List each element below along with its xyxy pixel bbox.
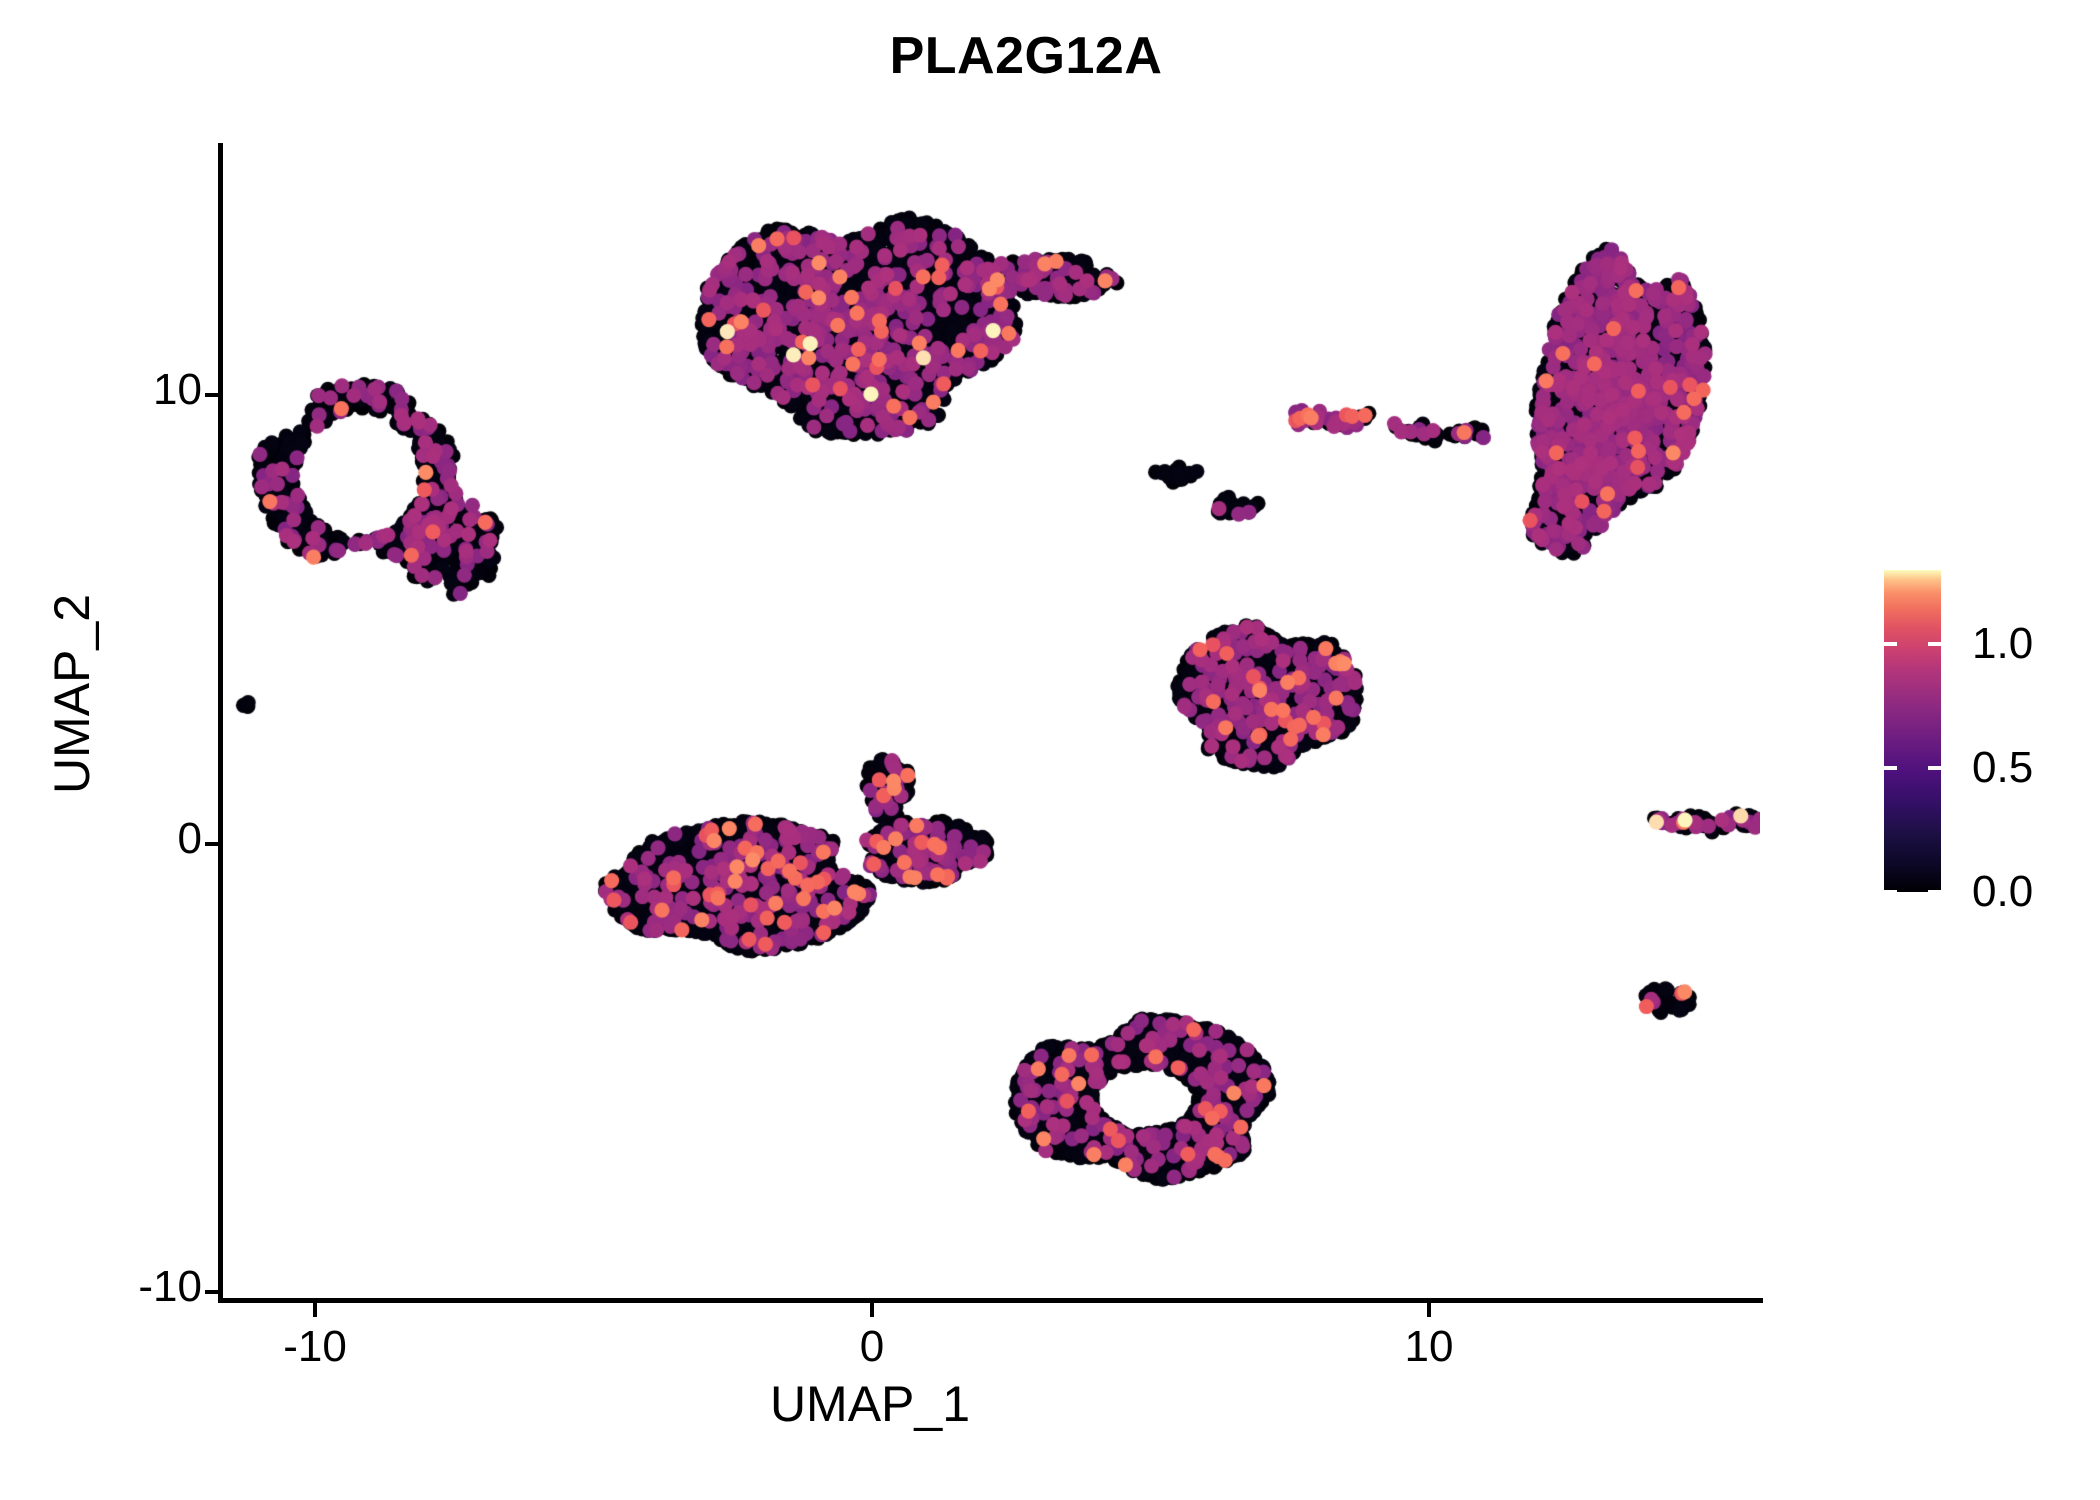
colorbar-tick-mark [1928,642,1941,647]
x-axis-line [218,1298,1763,1303]
y-axis-tick-label: 0 [177,813,202,863]
x-axis-title: UMAP_1 [769,1376,971,1432]
y-axis-tick-mark [205,1290,219,1294]
page-title: PLA2G12A [889,27,1163,85]
y-axis-tick-mark [205,841,219,846]
y-axis-title: UMAP_2 [44,593,100,795]
legend-colorbar: 1.0 0.5 0.0 [1884,570,2094,916]
y-axis-line [218,143,223,1303]
colorbar-tick-mark [1884,642,1897,647]
colorbar-gradient [1884,570,1941,892]
y-axis-tick-mark [205,393,219,397]
colorbar-tick-mark [1884,890,1897,894]
y-axis-tick-label: 10 [153,365,202,414]
x-axis-tick-mark [870,1303,874,1317]
colorbar-tick-mark [1884,766,1897,771]
plot-panel [223,145,1760,1300]
x-axis-tick-mark [1427,1303,1431,1317]
y-axis-tick-label: -10 [138,1262,202,1311]
colorbar-tick-label: 0.0 [1972,867,2034,916]
umap-scatter-points [223,145,1760,1300]
x-axis-tick-label: 10 [1404,1322,1454,1371]
x-axis-tick-mark [313,1303,317,1317]
colorbar-tick-label: 1.0 [1972,619,2034,669]
colorbar-tick-mark [1928,766,1941,771]
colorbar-tick-label: 0.5 [1972,743,2034,793]
x-axis-tick-label: -10 [283,1322,347,1371]
colorbar-tick-mark [1928,890,1941,894]
x-axis-tick-label: 0 [859,1322,885,1371]
